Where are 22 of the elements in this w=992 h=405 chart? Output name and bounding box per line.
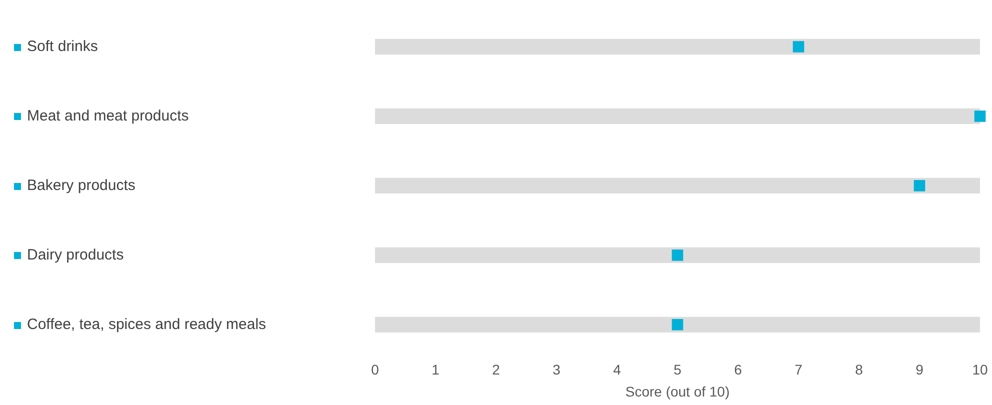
x-tick-label: 10 bbox=[972, 362, 988, 378]
y-tick-label: Coffee, tea, spices and ready meals bbox=[27, 316, 266, 333]
x-tick-label: 8 bbox=[855, 362, 864, 378]
x-tick-label: 1 bbox=[432, 362, 440, 378]
x-tick-label: 2 bbox=[492, 362, 500, 378]
point bbox=[974, 110, 986, 122]
y-tick-label: Bakery products bbox=[27, 176, 136, 194]
y-tick-label: Dairy products bbox=[27, 246, 124, 264]
y-tick-label: Soft drinks bbox=[27, 38, 98, 55]
x-tick-label: 7 bbox=[794, 362, 803, 378]
x-tick-label: 5 bbox=[674, 362, 682, 378]
x-tick-label: 0 bbox=[371, 362, 380, 378]
y-tick-label: Meat and meat products bbox=[27, 107, 189, 124]
point bbox=[914, 180, 926, 192]
x-axis-title: Score (out of 10) bbox=[625, 383, 730, 400]
point bbox=[792, 41, 804, 52]
point bbox=[672, 250, 684, 261]
x-tick-label: 4 bbox=[613, 362, 622, 378]
x-tick-label: 6 bbox=[734, 362, 742, 378]
point bbox=[672, 319, 684, 330]
x-tick-label: 3 bbox=[552, 362, 561, 378]
x-tick-label: 9 bbox=[916, 362, 924, 378]
